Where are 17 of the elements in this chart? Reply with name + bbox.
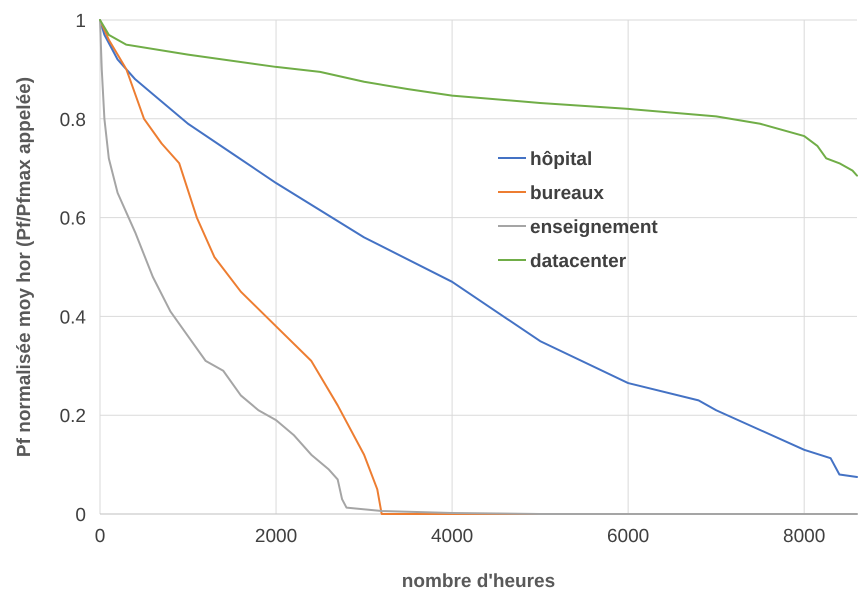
y-tick-label: 0.4 <box>60 307 86 328</box>
y-tick-label: 0.8 <box>60 110 86 131</box>
legend-label: bureaux <box>530 183 604 204</box>
legend-label: hôpital <box>530 149 592 170</box>
x-axis-title: nombre d'heures <box>402 571 556 592</box>
x-tick-label: 6000 <box>607 526 650 547</box>
y-tick-label: 0.2 <box>60 406 86 428</box>
x-tick-label: 4000 <box>430 526 474 547</box>
y-tick-label: 0 <box>75 505 86 526</box>
y-axis-title: Pf normalisée moy hor (Pf/Pfmax appelée) <box>14 76 35 458</box>
y-tick-label: 1 <box>75 11 86 32</box>
y-tick-label: 0.6 <box>60 208 86 230</box>
legend-label: datacenter <box>530 251 627 272</box>
x-tick-label: 2000 <box>254 526 298 547</box>
x-tick-label: 0 <box>94 526 106 547</box>
x-tick-label: 8000 <box>783 526 826 547</box>
legend-label: enseignement <box>530 217 658 238</box>
